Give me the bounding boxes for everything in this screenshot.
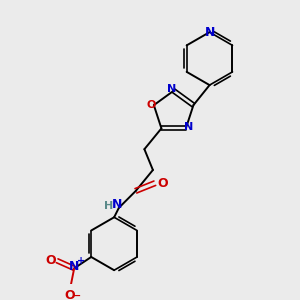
Text: N: N [167,84,176,94]
Text: H: H [104,201,113,211]
Text: O: O [45,254,56,267]
Text: −: − [72,291,82,300]
Text: O: O [157,177,168,190]
Text: N: N [69,260,80,273]
Text: +: + [77,256,85,266]
Text: N: N [205,26,216,39]
Text: O: O [146,100,156,110]
Text: O: O [64,289,75,300]
Text: N: N [184,122,193,132]
Text: N: N [112,199,122,212]
